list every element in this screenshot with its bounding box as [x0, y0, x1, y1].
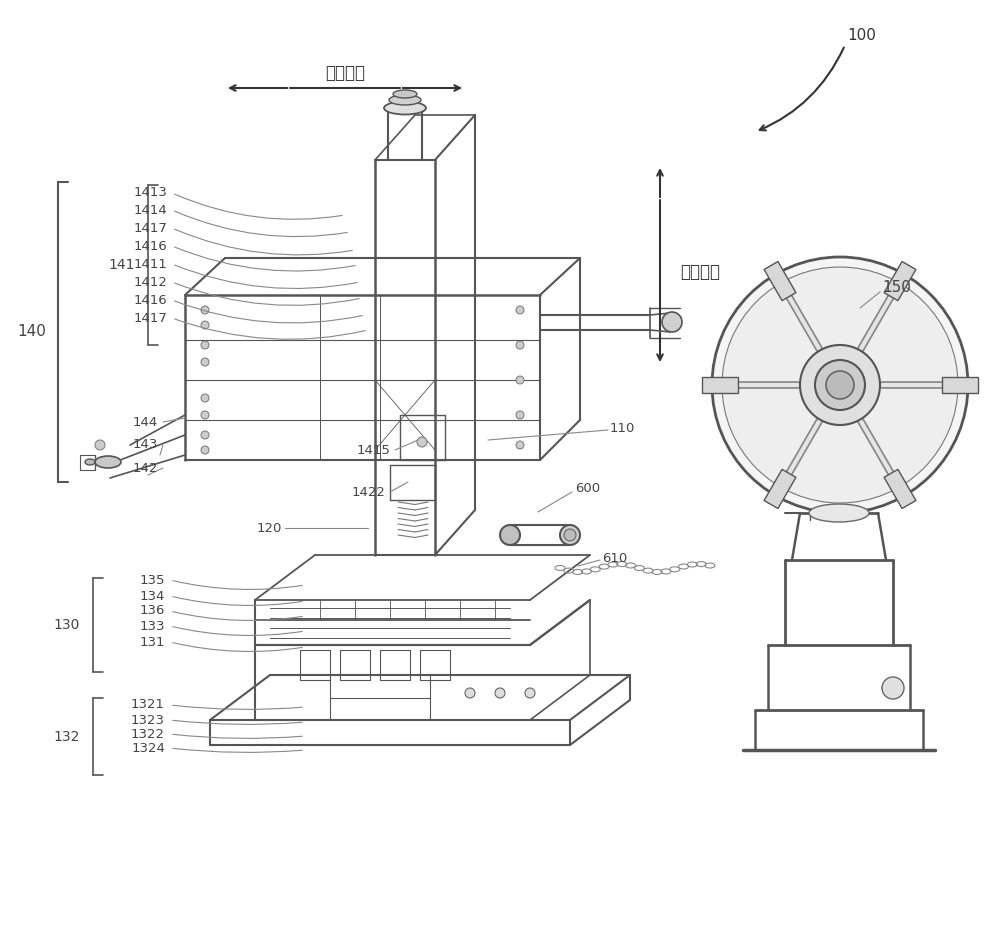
- Text: 135: 135: [140, 574, 165, 586]
- Text: 1416: 1416: [133, 293, 167, 306]
- Text: 134: 134: [140, 589, 165, 602]
- Text: 610: 610: [602, 551, 627, 564]
- Text: 144: 144: [133, 415, 158, 428]
- Text: 142: 142: [133, 462, 158, 475]
- Circle shape: [800, 345, 880, 425]
- Polygon shape: [942, 377, 978, 393]
- Circle shape: [525, 688, 535, 698]
- Text: 131: 131: [140, 635, 165, 648]
- Circle shape: [516, 376, 524, 384]
- Circle shape: [201, 431, 209, 439]
- Polygon shape: [702, 377, 738, 393]
- Circle shape: [516, 411, 524, 419]
- Text: 140: 140: [18, 325, 46, 339]
- Circle shape: [201, 341, 209, 349]
- Polygon shape: [764, 262, 796, 301]
- Text: 110: 110: [610, 422, 635, 435]
- Ellipse shape: [809, 504, 869, 522]
- Text: 第一方向: 第一方向: [680, 263, 720, 281]
- Text: 120: 120: [257, 522, 282, 535]
- Text: 600: 600: [575, 482, 600, 495]
- Text: 133: 133: [140, 620, 165, 633]
- Text: 1414: 1414: [133, 204, 167, 216]
- Text: 100: 100: [848, 28, 876, 43]
- Text: 132: 132: [54, 730, 80, 744]
- Circle shape: [201, 446, 209, 454]
- Text: 1324: 1324: [131, 742, 165, 755]
- Circle shape: [201, 394, 209, 402]
- Ellipse shape: [95, 456, 121, 468]
- Ellipse shape: [560, 525, 580, 545]
- Text: 1323: 1323: [131, 713, 165, 726]
- Ellipse shape: [85, 459, 95, 465]
- Ellipse shape: [389, 95, 421, 105]
- Text: 141: 141: [109, 258, 135, 272]
- Circle shape: [826, 371, 854, 399]
- Circle shape: [516, 441, 524, 449]
- Text: 1417: 1417: [133, 221, 167, 235]
- Text: 136: 136: [140, 605, 165, 618]
- Ellipse shape: [500, 525, 520, 545]
- Text: 第二方向: 第二方向: [325, 64, 365, 82]
- Text: 1417: 1417: [133, 312, 167, 325]
- Circle shape: [201, 321, 209, 329]
- Text: 1412: 1412: [133, 276, 167, 289]
- Text: 1322: 1322: [131, 727, 165, 741]
- Polygon shape: [884, 469, 916, 509]
- Circle shape: [564, 529, 576, 541]
- Text: 150: 150: [882, 280, 911, 295]
- Text: 1411: 1411: [133, 257, 167, 270]
- Circle shape: [495, 688, 505, 698]
- Circle shape: [516, 306, 524, 314]
- Ellipse shape: [662, 312, 682, 332]
- Circle shape: [465, 688, 475, 698]
- Circle shape: [712, 257, 968, 513]
- Text: 1321: 1321: [131, 698, 165, 711]
- Ellipse shape: [393, 90, 417, 98]
- Text: 130: 130: [54, 618, 80, 632]
- Text: 1415: 1415: [356, 443, 390, 457]
- Circle shape: [201, 306, 209, 314]
- Text: 1413: 1413: [133, 187, 167, 200]
- Circle shape: [95, 440, 105, 450]
- Circle shape: [417, 437, 427, 447]
- Circle shape: [815, 360, 865, 410]
- Polygon shape: [764, 469, 796, 509]
- Text: 143: 143: [133, 438, 158, 451]
- Circle shape: [201, 411, 209, 419]
- Text: 1422: 1422: [351, 486, 385, 499]
- Ellipse shape: [384, 102, 426, 115]
- Circle shape: [516, 341, 524, 349]
- Circle shape: [722, 267, 958, 503]
- Circle shape: [882, 677, 904, 699]
- Polygon shape: [884, 262, 916, 301]
- Text: 1416: 1416: [133, 240, 167, 253]
- Circle shape: [201, 358, 209, 366]
